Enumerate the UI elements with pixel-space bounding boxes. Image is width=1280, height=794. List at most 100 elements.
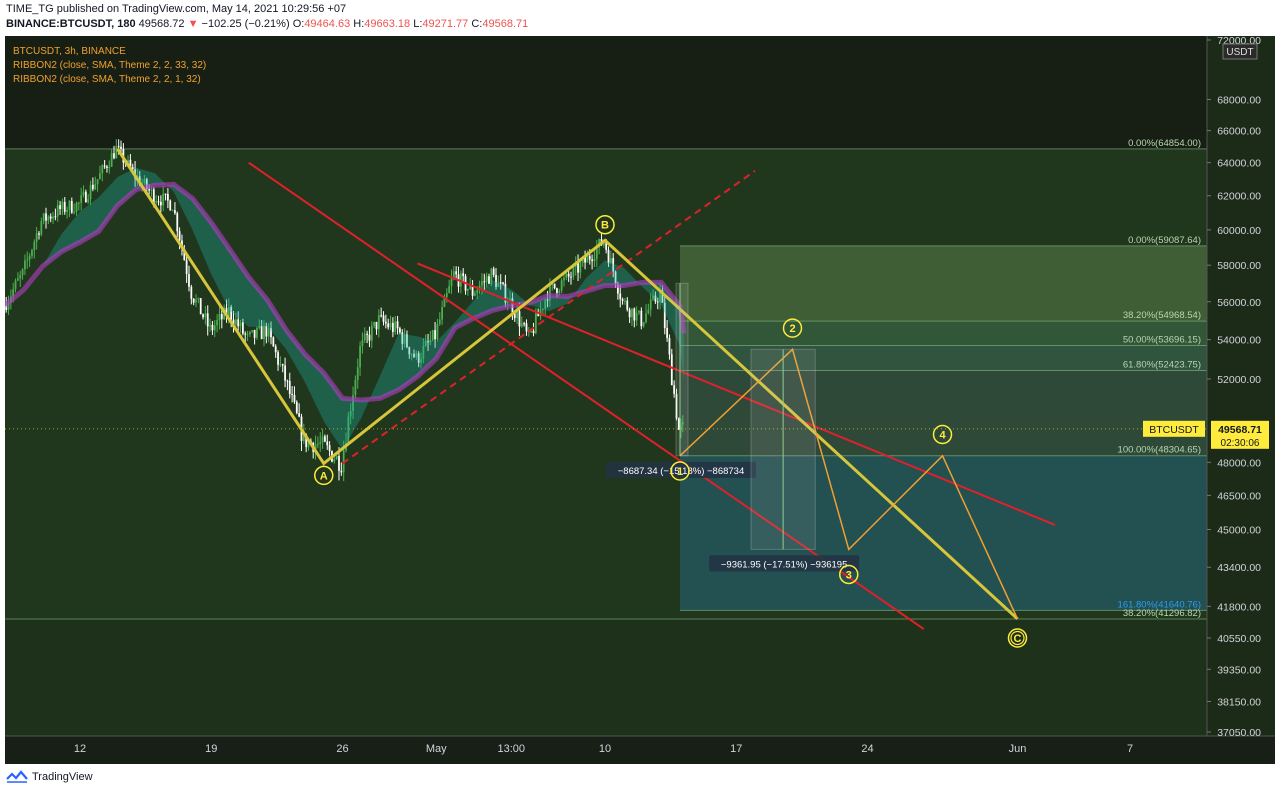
- wave-label-text: B: [601, 220, 609, 232]
- price-axis[interactable]: 72000.00 68000.00 66000.00 64000.00 62000.00…: [1143, 36, 1269, 739]
- candle-body: [429, 340, 432, 343]
- wave-label-2: 2: [782, 318, 803, 338]
- candle-body: [75, 202, 78, 212]
- x-tick-label: May: [426, 743, 447, 755]
- footer: TradingView: [6, 770, 93, 784]
- close-value: 49568.71: [482, 18, 529, 30]
- candle-body: [633, 308, 636, 321]
- candle-body: [366, 333, 368, 335]
- candle-body: [106, 166, 108, 168]
- candle-body: [239, 322, 242, 327]
- chart-drawings: 0.00%(64854.00) 0.00%(59087.64) 38.20%(549…: [5, 138, 1207, 736]
- candle-body: [89, 184, 92, 200]
- candle-body: [607, 249, 610, 264]
- candle-body: [265, 325, 268, 337]
- candle-body: [652, 295, 654, 300]
- candle-body: [190, 286, 193, 299]
- candle-body: [92, 184, 94, 190]
- candle-body: [24, 260, 26, 270]
- publish-info: TIME_TG published on TradingView.com, Ma…: [6, 3, 347, 15]
- candle-body: [427, 340, 429, 343]
- y-tick-label: 45000.00: [1217, 525, 1261, 537]
- candle-body: [110, 153, 113, 167]
- last-price-tag: BTCUSDT 49568.71 02:30:06: [1143, 420, 1269, 449]
- candle-body: [424, 340, 427, 346]
- candle-body: [399, 328, 401, 333]
- candle-body: [335, 456, 338, 460]
- y-tick-label: 52000.00: [1217, 374, 1261, 386]
- candle-body: [359, 346, 361, 368]
- wave-label-ring: [1007, 628, 1028, 648]
- candle-body: [307, 440, 310, 448]
- fib-level-label: 100.00%(48304.65): [1118, 445, 1201, 456]
- candle-body: [152, 189, 155, 203]
- candle-body: [113, 153, 115, 159]
- candle-body: [656, 301, 659, 303]
- candle-body: [581, 257, 584, 263]
- candle-body: [209, 324, 211, 327]
- down-arrow-icon: ▼: [187, 18, 199, 30]
- candle-body: [242, 322, 244, 334]
- overlays: −8687.34 (−15.18%) −868734 −9361.95 (−17.…: [5, 148, 1207, 648]
- candle-body: [246, 334, 249, 336]
- price-chart[interactable]: 0.00%(64854.00) 0.00%(59087.64) 38.20%(549…: [5, 36, 1275, 764]
- candle-body: [176, 213, 179, 232]
- candle-body: [82, 191, 85, 196]
- candle-body: [321, 436, 324, 443]
- wave-label-c: C: [1007, 628, 1028, 648]
- wave-label-text: 3: [846, 569, 852, 581]
- candle-body: [199, 298, 202, 315]
- candle-body: [431, 330, 434, 341]
- currency-text: USDT: [1226, 47, 1253, 58]
- candle-body: [349, 410, 352, 417]
- candle-body: [251, 329, 254, 332]
- candle-body: [567, 273, 570, 277]
- candle-body: [481, 281, 483, 286]
- candle-body: [249, 331, 251, 335]
- candle-body: [17, 278, 19, 281]
- candle-body: [572, 267, 575, 277]
- candle-body: [70, 200, 73, 213]
- candle-body: [450, 278, 453, 287]
- x-tick-label: 10: [599, 743, 611, 755]
- price-badge: [1211, 420, 1269, 449]
- chart-legend: BTCUSDT, 3h, BINANCE RIBBON2 (close, SMA…: [13, 46, 206, 85]
- candle-body: [523, 323, 526, 325]
- candle-body: [551, 283, 554, 285]
- fib-zone-band: [680, 321, 1207, 346]
- candle-body: [542, 308, 544, 310]
- candle-body: [591, 259, 593, 262]
- fib-zone-band: [680, 345, 1207, 371]
- candle-body: [595, 247, 598, 259]
- candles: [5, 139, 684, 482]
- fib-level-label: 61.80%(52423.75): [1123, 359, 1201, 370]
- candle-body: [492, 268, 495, 275]
- legend-symbol: BTCUSDT, 3h, BINANCE: [13, 46, 126, 57]
- measure-label-text: −8687.34 (−15.18%) −868734: [618, 466, 745, 477]
- y-tick-label: 68000.00: [1217, 95, 1261, 107]
- candle-body: [509, 298, 511, 303]
- candle-body: [443, 297, 446, 308]
- candle-body: [638, 310, 640, 313]
- price-value: 49568.72: [138, 18, 185, 30]
- candle-body: [188, 274, 190, 287]
- candle-body: [539, 309, 542, 317]
- candle-body: [553, 283, 556, 289]
- candle-body: [675, 393, 678, 419]
- candle-body: [534, 313, 537, 334]
- x-tick-label: 24: [861, 743, 873, 755]
- candle-body: [642, 322, 645, 327]
- y-tick-label: 54000.00: [1217, 335, 1261, 347]
- wave-label-text: 4: [939, 429, 946, 441]
- candle-body: [279, 364, 282, 366]
- time-axis[interactable]: 12 19 26 May 13:00 10 17 24 Jun 7: [74, 743, 1133, 755]
- candle-body: [204, 313, 207, 318]
- candle-body: [668, 337, 671, 355]
- candle-body: [352, 395, 354, 411]
- candle-body: [99, 173, 101, 180]
- candle-body: [298, 413, 301, 417]
- candle-body: [354, 379, 357, 396]
- candle-body: [410, 353, 413, 355]
- candle-body: [593, 258, 596, 262]
- candle-body: [631, 308, 633, 318]
